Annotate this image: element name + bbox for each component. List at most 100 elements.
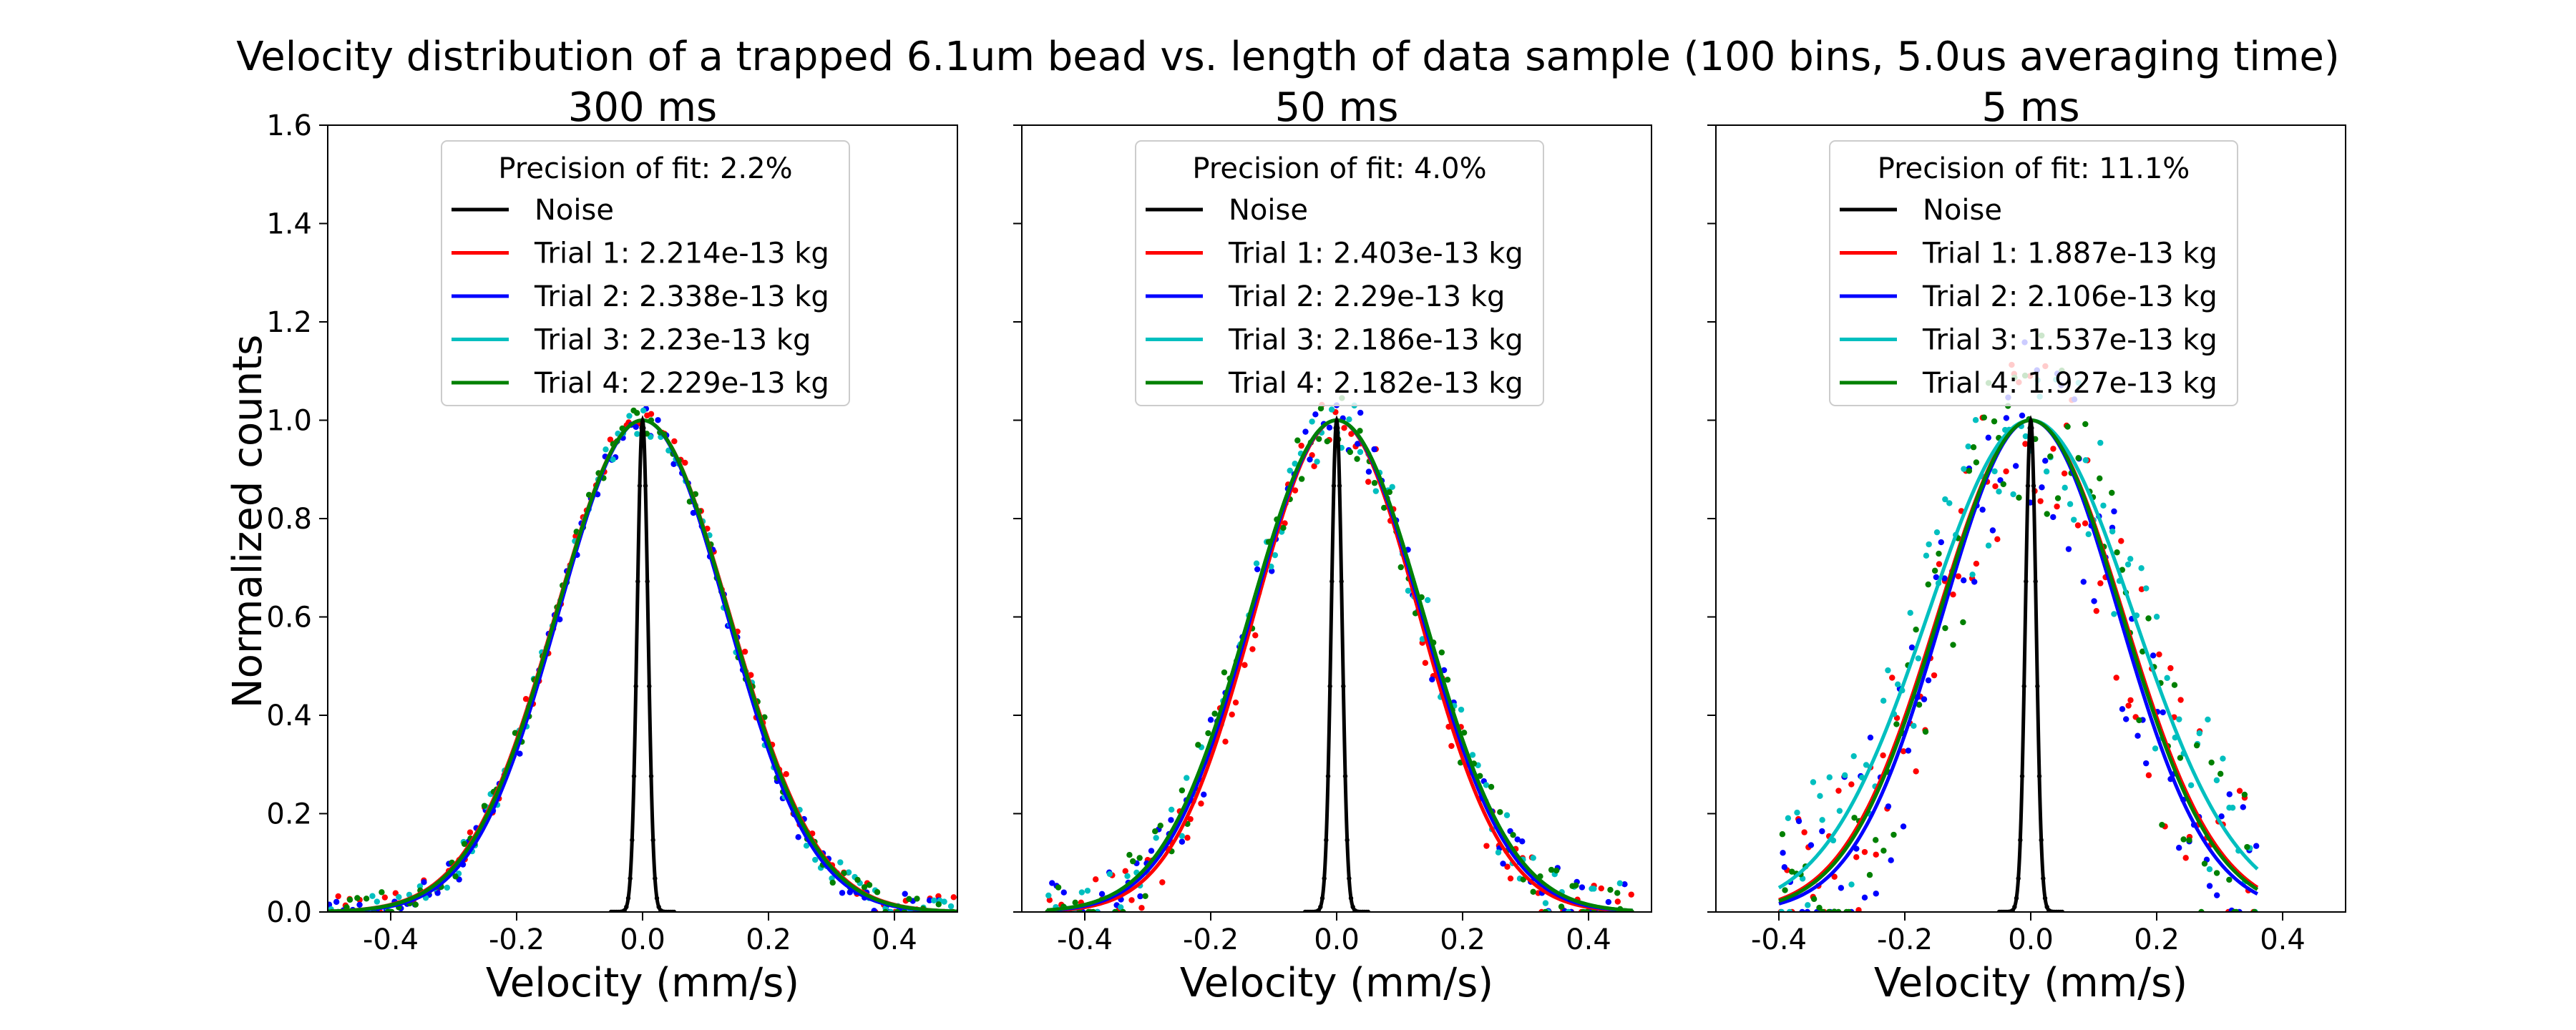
data-point xyxy=(633,423,639,431)
data-point xyxy=(2138,586,2145,593)
data-point xyxy=(1848,781,1855,788)
legend-entry: Noise xyxy=(1923,194,2002,227)
data-point xyxy=(2193,742,2200,749)
data-point xyxy=(2123,716,2129,722)
data-point xyxy=(1184,775,1190,781)
data-point xyxy=(1810,896,1818,903)
data-point xyxy=(1942,496,1948,503)
data-point xyxy=(1816,904,1823,911)
data-point xyxy=(682,459,688,466)
data-point xyxy=(2097,580,2104,587)
data-point xyxy=(1900,823,1907,830)
y-tick-label: 0.6 xyxy=(266,602,312,634)
data-point xyxy=(1365,479,1372,485)
data-point xyxy=(2167,664,2174,672)
data-point xyxy=(2251,908,2258,912)
data-point xyxy=(396,893,402,901)
data-point xyxy=(1970,444,1977,451)
data-point xyxy=(1950,642,1956,648)
data-point xyxy=(1853,854,1860,860)
data-point xyxy=(2198,908,2205,912)
data-point xyxy=(803,843,810,849)
data-point xyxy=(1282,520,1288,526)
fit-curve xyxy=(1778,418,2259,903)
data-point xyxy=(2220,755,2226,762)
data-point xyxy=(328,901,333,908)
data-point xyxy=(906,896,912,903)
data-point xyxy=(2074,522,2082,529)
data-point xyxy=(902,891,908,897)
data-point xyxy=(421,879,427,886)
data-point xyxy=(1961,466,1967,472)
data-point xyxy=(1782,887,1788,893)
data-point xyxy=(1981,414,1988,421)
data-point xyxy=(1873,851,1879,858)
data-point xyxy=(452,873,459,880)
data-point xyxy=(1507,875,1514,882)
data-point xyxy=(2118,538,2124,544)
data-point xyxy=(2000,481,2006,488)
data-point xyxy=(1542,900,1549,906)
data-point xyxy=(2153,614,2160,620)
data-point xyxy=(2236,788,2243,794)
data-point xyxy=(2218,813,2225,820)
data-point xyxy=(1298,442,1304,449)
data-point xyxy=(1128,897,1135,903)
data-point xyxy=(1889,675,1896,681)
data-point xyxy=(1950,592,1956,598)
subplot-3: -0.4 -0.2 0.0 0.2 0.4 5 ms Velocity (mm/s) Prec… xyxy=(1707,84,2346,1006)
fit-curve xyxy=(1777,418,2259,890)
data-point xyxy=(1314,458,1320,465)
data-point xyxy=(812,856,819,863)
legend: Precision of fit: 4.0% Noise Trial 1: 2.40… xyxy=(1135,140,1544,406)
data-point xyxy=(1810,779,1817,785)
data-point xyxy=(2187,782,2195,789)
data-point xyxy=(2240,804,2246,810)
data-point xyxy=(481,803,488,809)
data-point xyxy=(1996,488,2002,495)
data-point xyxy=(1880,848,1887,854)
data-point xyxy=(1136,855,1143,861)
data-point xyxy=(1389,484,1395,490)
data-point xyxy=(1514,836,1521,843)
fit-curve xyxy=(328,418,957,912)
data-point xyxy=(1807,842,1815,848)
data-point xyxy=(1908,644,1916,651)
data-point xyxy=(2085,531,2092,538)
data-point xyxy=(1483,843,1490,849)
data-point xyxy=(2082,421,2089,428)
data-point xyxy=(1989,527,1996,534)
data-point xyxy=(346,896,353,903)
data-point xyxy=(1179,787,1186,794)
x-tick-label: 0.2 xyxy=(1440,923,1485,956)
data-point xyxy=(1397,564,1404,571)
data-point xyxy=(1861,848,1868,855)
data-point xyxy=(2233,908,2240,912)
data-point xyxy=(1422,659,1429,666)
data-point xyxy=(1142,893,1148,899)
data-point xyxy=(1607,886,1614,893)
data-point xyxy=(1994,536,2001,543)
data-point xyxy=(1292,461,1298,467)
plot-area xyxy=(1777,332,2260,912)
data-point xyxy=(1942,624,1948,632)
data-point xyxy=(1316,436,1322,442)
data-point xyxy=(1565,908,1572,912)
data-point xyxy=(1905,747,1912,754)
data-point xyxy=(2138,565,2145,572)
data-point xyxy=(1254,566,1261,573)
legend-entry: Trial 4: 1.927e-13 kg xyxy=(1922,367,2218,400)
data-point xyxy=(1825,908,1833,912)
data-point xyxy=(861,884,868,891)
data-point xyxy=(1117,904,1124,911)
data-point xyxy=(1530,888,1536,896)
data-point xyxy=(1835,788,1842,794)
data-point xyxy=(2159,821,2165,828)
data-point xyxy=(845,869,852,876)
data-point xyxy=(1307,456,1313,463)
data-point xyxy=(882,908,889,912)
data-point xyxy=(2019,412,2026,419)
data-point xyxy=(1598,885,1604,892)
legend: Precision of fit: 2.2% Noise Trial 1: 2.21… xyxy=(441,140,850,406)
data-point xyxy=(1205,730,1211,737)
